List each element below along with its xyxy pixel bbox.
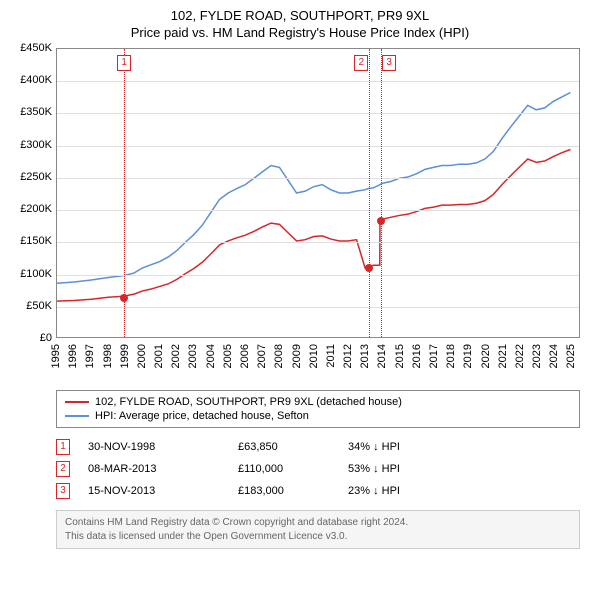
y-axis-label: £150K [10, 235, 52, 247]
y-gridline [57, 81, 579, 82]
x-axis-label: 2021 [497, 344, 509, 368]
title-block: 102, FYLDE ROAD, SOUTHPORT, PR9 9XL Pric… [10, 8, 590, 40]
plot-region: 1 23 [56, 48, 580, 338]
transaction-delta: 23% ↓ HPI [348, 485, 400, 497]
chart-container: 102, FYLDE ROAD, SOUTHPORT, PR9 9XL Pric… [0, 0, 600, 559]
sale-point [377, 217, 385, 225]
sale-vline [369, 49, 370, 337]
transaction-price: £183,000 [238, 485, 348, 497]
series-property [57, 150, 570, 302]
legend-row: HPI: Average price, detached house, Seft… [65, 409, 571, 423]
transaction-index: 3 [56, 483, 70, 499]
x-axis-label: 1996 [67, 344, 79, 368]
x-axis-label: 2016 [411, 344, 423, 368]
y-gridline [57, 210, 579, 211]
y-axis-label: £200K [10, 203, 52, 215]
transaction-row: 3 15-NOV-2013£183,00023% ↓ HPI [56, 480, 580, 502]
x-axis-label: 2002 [170, 344, 182, 368]
sale-point [120, 294, 128, 302]
transaction-index: 1 [56, 439, 70, 455]
transaction-date: 08-MAR-2013 [88, 463, 238, 475]
x-axis-label: 2022 [514, 344, 526, 368]
y-axis-label: £0 [10, 332, 52, 344]
x-axis-label: 1999 [119, 344, 131, 368]
sale-marker: 3 [382, 55, 396, 71]
x-axis-label: 2012 [342, 344, 354, 368]
x-axis-label: 2008 [273, 344, 285, 368]
y-gridline [57, 178, 579, 179]
x-axis-label: 2014 [376, 344, 388, 368]
y-gridline [57, 275, 579, 276]
title-address: 102, FYLDE ROAD, SOUTHPORT, PR9 9XL [10, 8, 590, 23]
series-hpi [57, 92, 570, 283]
legend-label: HPI: Average price, detached house, Seft… [95, 410, 309, 422]
x-axis-label: 1995 [50, 344, 62, 368]
title-subtitle: Price paid vs. HM Land Registry's House … [10, 25, 590, 40]
transaction-price: £63,850 [238, 441, 348, 453]
x-axis-label: 2015 [394, 344, 406, 368]
x-axis-label: 2000 [136, 344, 148, 368]
transaction-row: 1 30-NOV-1998£63,85034% ↓ HPI [56, 436, 580, 458]
y-gridline [57, 242, 579, 243]
sale-point [365, 264, 373, 272]
x-axis-label: 2011 [325, 344, 337, 368]
y-gridline [57, 113, 579, 114]
transaction-delta: 34% ↓ HPI [348, 441, 400, 453]
transaction-row: 2 08-MAR-2013£110,00053% ↓ HPI [56, 458, 580, 480]
sale-marker: 2 [354, 55, 368, 71]
y-axis-label: £400K [10, 74, 52, 86]
y-gridline [57, 307, 579, 308]
y-axis-label: £450K [10, 42, 52, 54]
x-axis-label: 2003 [187, 344, 199, 368]
x-axis-label: 1997 [84, 344, 96, 368]
sale-marker: 1 [117, 55, 131, 71]
x-axis-label: 1998 [102, 344, 114, 368]
y-axis-label: £250K [10, 171, 52, 183]
legend-swatch [65, 401, 89, 403]
x-axis-label: 2020 [480, 344, 492, 368]
transaction-delta: 53% ↓ HPI [348, 463, 400, 475]
y-axis-label: £300K [10, 139, 52, 151]
attribution-footer: Contains HM Land Registry data © Crown c… [56, 510, 580, 549]
x-axis-label: 2025 [565, 344, 577, 368]
legend-swatch [65, 415, 89, 417]
x-axis-label: 2024 [548, 344, 560, 368]
y-axis-label: £100K [10, 268, 52, 280]
y-axis-label: £350K [10, 106, 52, 118]
series-svg [57, 49, 579, 337]
y-gridline [57, 146, 579, 147]
x-axis-label: 2023 [531, 344, 543, 368]
x-axis-label: 2017 [428, 344, 440, 368]
x-axis-label: 2001 [153, 344, 165, 368]
x-axis-label: 2007 [256, 344, 268, 368]
x-axis-label: 2009 [291, 344, 303, 368]
transaction-price: £110,000 [238, 463, 348, 475]
legend-label: 102, FYLDE ROAD, SOUTHPORT, PR9 9XL (det… [95, 396, 402, 408]
transaction-date: 15-NOV-2013 [88, 485, 238, 497]
x-axis-label: 2018 [445, 344, 457, 368]
x-axis-label: 2010 [308, 344, 320, 368]
chart-area: 1 23 £0 £50K £100K £150K £200K £250K £300K £350K… [10, 44, 590, 384]
x-axis-label: 2006 [239, 344, 251, 368]
transaction-date: 30-NOV-1998 [88, 441, 238, 453]
x-axis-label: 2019 [462, 344, 474, 368]
transaction-index: 2 [56, 461, 70, 477]
x-axis-label: 2004 [205, 344, 217, 368]
footer-line2: This data is licensed under the Open Gov… [65, 530, 571, 544]
x-axis-label: 2005 [222, 344, 234, 368]
footer-line1: Contains HM Land Registry data © Crown c… [65, 516, 571, 530]
transaction-table: 1 30-NOV-1998£63,85034% ↓ HPI 2 08-MAR-2013… [56, 436, 580, 502]
legend-row: 102, FYLDE ROAD, SOUTHPORT, PR9 9XL (det… [65, 395, 571, 409]
x-axis-label: 2013 [359, 344, 371, 368]
legend: 102, FYLDE ROAD, SOUTHPORT, PR9 9XL (det… [56, 390, 580, 428]
y-axis-label: £50K [10, 300, 52, 312]
sale-vline [381, 49, 382, 337]
